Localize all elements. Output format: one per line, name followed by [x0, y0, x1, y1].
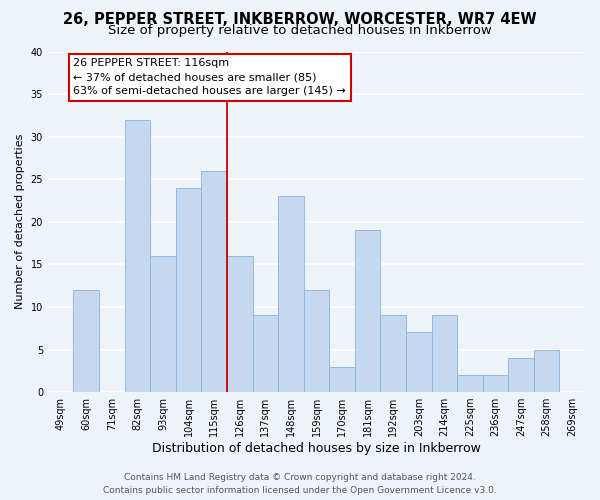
Bar [508, 358, 534, 392]
Bar [150, 256, 176, 392]
Text: 26 PEPPER STREET: 116sqm
← 37% of detached houses are smaller (85)
63% of semi-d: 26 PEPPER STREET: 116sqm ← 37% of detach… [73, 58, 346, 96]
Bar [355, 230, 380, 392]
Text: 26, PEPPER STREET, INKBERROW, WORCESTER, WR7 4EW: 26, PEPPER STREET, INKBERROW, WORCESTER,… [63, 12, 537, 28]
Text: Contains HM Land Registry data © Crown copyright and database right 2024.
Contai: Contains HM Land Registry data © Crown c… [103, 473, 497, 495]
Bar [482, 375, 508, 392]
Bar [329, 366, 355, 392]
Bar [380, 316, 406, 392]
X-axis label: Distribution of detached houses by size in Inkberrow: Distribution of detached houses by size … [152, 442, 481, 455]
Bar [431, 316, 457, 392]
Bar [125, 120, 150, 392]
Bar [202, 170, 227, 392]
Bar [278, 196, 304, 392]
Bar [176, 188, 202, 392]
Bar [457, 375, 482, 392]
Bar [73, 290, 99, 392]
Y-axis label: Number of detached properties: Number of detached properties [15, 134, 25, 310]
Bar [253, 316, 278, 392]
Bar [406, 332, 431, 392]
Bar [227, 256, 253, 392]
Bar [534, 350, 559, 392]
Text: Size of property relative to detached houses in Inkberrow: Size of property relative to detached ho… [108, 24, 492, 37]
Bar [304, 290, 329, 392]
